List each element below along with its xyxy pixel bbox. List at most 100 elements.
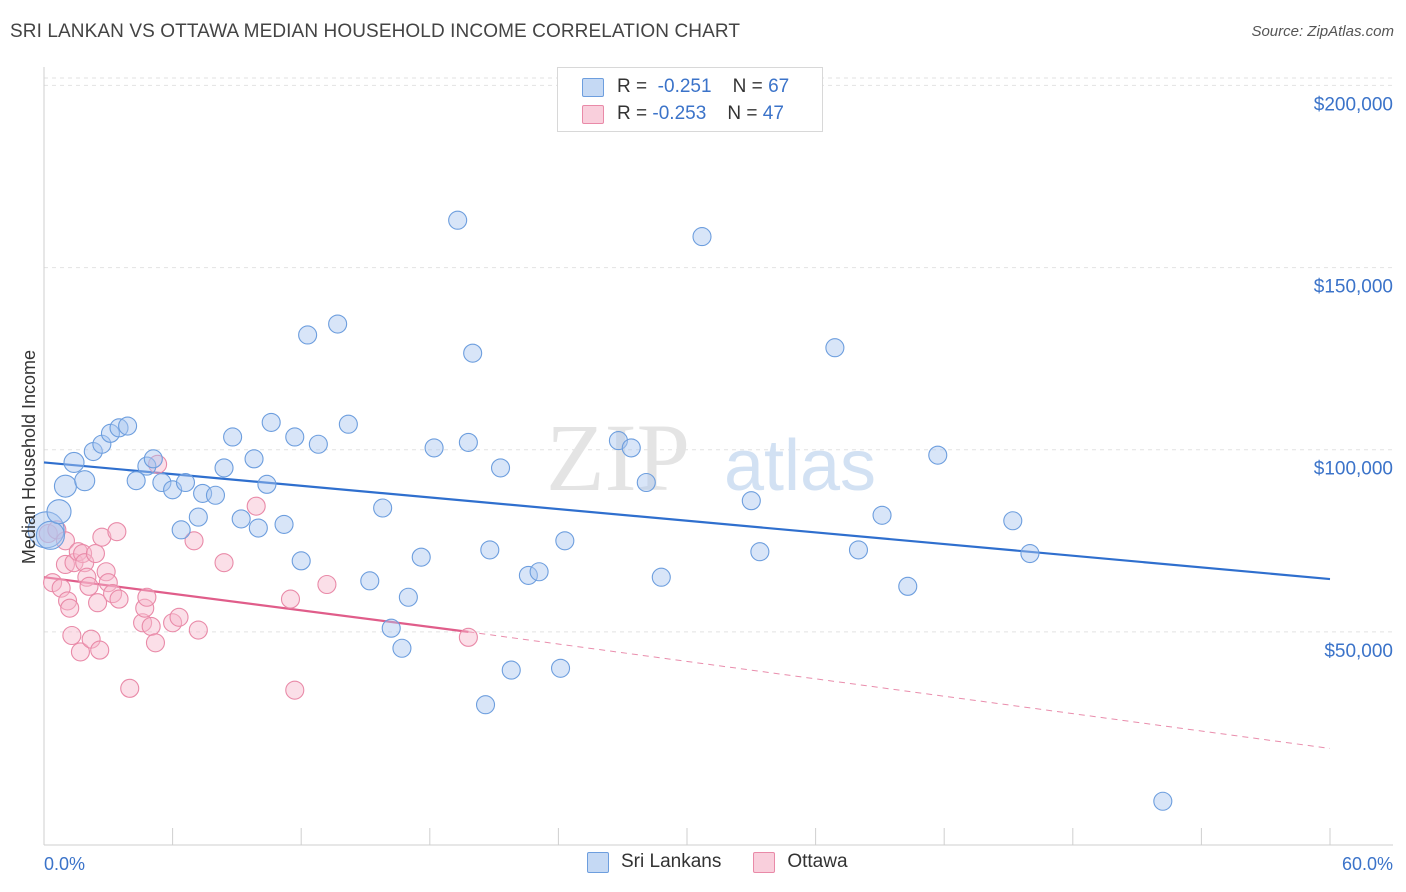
data-point-ottawa (246, 496, 266, 516)
data-point-sri-lankans (244, 449, 264, 469)
data-point-ottawa (70, 642, 90, 662)
data-point-sri-lankans (298, 325, 318, 345)
data-point-ottawa (141, 616, 161, 636)
data-point-sri-lankans (475, 695, 496, 715)
legend-swatch-blue (582, 77, 604, 97)
source-label: Source: ZipAtlas.com (1251, 23, 1394, 40)
data-point-ottawa (98, 573, 118, 593)
data-point-sri-lankans (448, 210, 468, 230)
data-point-sri-lankans (137, 456, 157, 476)
data-point-ottawa (458, 627, 478, 647)
data-point-sri-lankans (424, 438, 444, 458)
data-point-ottawa (137, 587, 157, 607)
data-point-ottawa (60, 598, 80, 618)
chart-title: SRI LANKAN VS OTTAWA MEDIAN HOUSEHOLD IN… (10, 21, 741, 42)
data-point-sri-lankans (1153, 791, 1173, 811)
legend-n-label: N = (727, 103, 758, 124)
data-point-ottawa (145, 633, 166, 653)
y-axis-label: Median Household Income (19, 350, 39, 564)
bottom-legend-label: Sri Lankans (621, 851, 722, 872)
data-point-sri-lankans (398, 587, 418, 607)
data-point-ottawa (285, 680, 305, 700)
data-point-sri-lankans (35, 520, 65, 550)
data-point-sri-lankans (741, 491, 761, 511)
data-point-ottawa (188, 620, 208, 640)
data-point-ottawa (79, 576, 99, 596)
data-point-sri-lankans (214, 458, 234, 478)
legend: R = -0.251 N = 67 R = -0.253 N = 47 (557, 67, 823, 132)
data-point-sri-lankans (463, 343, 483, 363)
data-point-sri-lankans (928, 445, 948, 465)
data-point-ottawa (88, 593, 108, 613)
data-point-sri-lankans (175, 472, 196, 493)
data-point-sri-lankans (651, 567, 671, 587)
data-point-ottawa (280, 589, 301, 609)
legend-r-label: R = (617, 103, 648, 124)
legend-n-label: N = (732, 76, 763, 97)
data-point-sri-lankans (188, 507, 208, 527)
bottom-legend-sri-lankans[interactable]: Sri Lankans (587, 851, 721, 873)
data-point-sri-lankans (373, 498, 393, 518)
trend-line-ottawa-projection (468, 631, 1331, 749)
data-point-sri-lankans (118, 416, 138, 436)
data-point-sri-lankans (257, 474, 277, 494)
data-point-sri-lankans (223, 427, 243, 447)
data-point-sri-lankans (231, 509, 251, 529)
data-point-ottawa (163, 613, 183, 633)
data-point-ottawa (169, 607, 189, 627)
data-point-sri-lankans (53, 474, 77, 498)
data-point-sri-lankans (458, 432, 478, 452)
data-point-sri-lankans (621, 438, 641, 458)
trend-line-ottawa (43, 576, 469, 633)
bottom-legend-ottawa[interactable]: Ottawa (753, 851, 848, 873)
data-point-sri-lankans (63, 451, 85, 474)
data-point-sri-lankans (555, 531, 575, 551)
data-points (27, 210, 1173, 811)
data-point-sri-lankans (636, 472, 656, 493)
data-point-sri-lankans (171, 520, 191, 540)
data-point-sri-lankans (205, 485, 226, 505)
data-point-ottawa (90, 640, 110, 660)
data-point-sri-lankans (338, 414, 358, 434)
data-point-sri-lankans (46, 499, 72, 525)
data-point-sri-lankans (692, 227, 712, 247)
data-point-sri-lankans (411, 547, 431, 567)
grid-lines (44, 77, 1393, 633)
bottom-legend-swatch-blue (587, 851, 609, 873)
legend-row-ottawa: R = -0.253 N = 47 (582, 103, 784, 125)
y-tick-label: $50,000 (1324, 641, 1393, 662)
data-point-sri-lankans (750, 542, 770, 562)
watermark-zip: ZIP (546, 404, 690, 511)
data-point-sri-lankans (328, 314, 348, 334)
data-point-ottawa (317, 574, 337, 595)
data-point-sri-lankans (848, 540, 869, 560)
watermark: ZIP atlas (546, 404, 876, 511)
data-point-sri-lankans (392, 638, 412, 658)
legend-swatch-pink (582, 104, 604, 124)
data-point-sri-lankans (261, 412, 281, 432)
data-point-sri-lankans (480, 540, 500, 560)
y-tick-label: $100,000 (1314, 459, 1393, 480)
data-point-sri-lankans (308, 434, 328, 454)
axes (43, 67, 1393, 846)
y-tick-label: $150,000 (1314, 277, 1393, 298)
data-point-sri-lankans (550, 658, 571, 678)
data-point-sri-lankans (381, 618, 401, 638)
data-point-ottawa (109, 589, 129, 609)
data-point-ottawa (92, 527, 112, 547)
data-point-sri-lankans (529, 562, 549, 582)
data-point-sri-lankans (1003, 511, 1023, 531)
data-point-sri-lankans (285, 427, 305, 447)
data-point-sri-lankans (248, 518, 268, 538)
bottom-legend-label: Ottawa (787, 851, 848, 872)
data-point-sri-lankans (1020, 543, 1040, 564)
data-point-sri-lankans (490, 458, 511, 478)
y-tick-labels: $50,000 $100,000 $150,000 $200,000 (1314, 94, 1393, 661)
data-point-ottawa (120, 678, 140, 698)
watermark-atlas: atlas (724, 426, 876, 506)
data-point-ottawa (107, 522, 127, 542)
data-point-sri-lankans (74, 470, 96, 492)
x-tick-label-max: 60.0% (1342, 854, 1393, 874)
data-point-sri-lankans (898, 576, 918, 596)
